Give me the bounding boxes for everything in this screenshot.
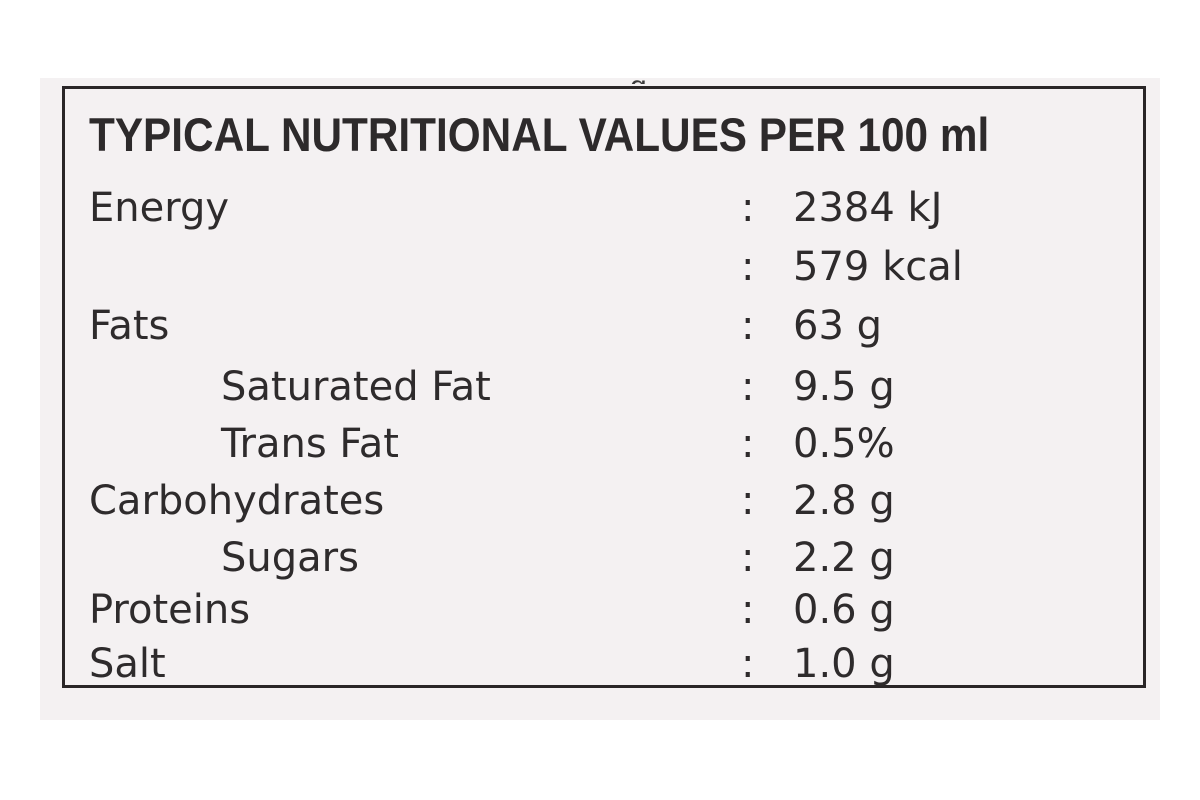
table-row-fats: Fats : 63 g	[65, 297, 1143, 355]
label-photo-background	[40, 78, 1160, 720]
table-title: TYPICAL NUTRITIONAL VALUES PER 100 ml	[89, 108, 990, 161]
table-row-saturated-fat: Saturated Fat : 9.5 g	[65, 358, 1143, 416]
table-row-energy-kj: Energy : 2384 kJ	[65, 179, 1143, 237]
separator: :	[741, 421, 755, 467]
table-row-carbohydrates: Carbohydrates : 2.8 g	[65, 472, 1143, 530]
nutrient-value: 1.0 g	[793, 641, 895, 687]
nutrient-label: Sugars	[221, 535, 359, 581]
table-row-sugars: Sugars : 2.2 g	[65, 529, 1143, 587]
table-row-energy-kcal: : 579 kcal	[65, 238, 1143, 296]
separator: :	[741, 244, 755, 290]
nutrient-label: Trans Fat	[221, 421, 399, 467]
nutrient-value: 2.8 g	[793, 478, 895, 524]
cropped-text-fragment: g ,	[630, 72, 717, 84]
separator: :	[741, 587, 755, 633]
nutrient-value: 0.6 g	[793, 587, 895, 633]
table-row-proteins: Proteins : 0.6 g	[65, 581, 1143, 639]
table-row-salt: Salt : 1.0 g	[65, 635, 1143, 693]
nutrient-label: Carbohydrates	[89, 478, 385, 524]
nutrient-value: 9.5 g	[793, 364, 895, 410]
nutrient-label: Salt	[89, 641, 166, 687]
table-row-trans-fat: Trans Fat : 0.5%	[65, 415, 1143, 473]
separator: :	[741, 641, 755, 687]
nutrient-value: 0.5%	[793, 421, 895, 467]
nutrient-value: 2384 kJ	[793, 185, 943, 231]
nutrient-value: 63 g	[793, 303, 883, 349]
nutrient-value: 579 kcal	[793, 244, 963, 290]
nutrient-value: 2.2 g	[793, 535, 895, 581]
separator: :	[741, 535, 755, 581]
nutrient-label: Energy	[89, 185, 230, 231]
nutrient-label: Fats	[89, 303, 170, 349]
separator: :	[741, 185, 755, 231]
nutrient-label: Proteins	[89, 587, 251, 633]
nutrition-table: TYPICAL NUTRITIONAL VALUES PER 100 ml En…	[62, 86, 1146, 688]
separator: :	[741, 303, 755, 349]
separator: :	[741, 478, 755, 524]
separator: :	[741, 364, 755, 410]
nutrient-label: Saturated Fat	[221, 364, 491, 410]
